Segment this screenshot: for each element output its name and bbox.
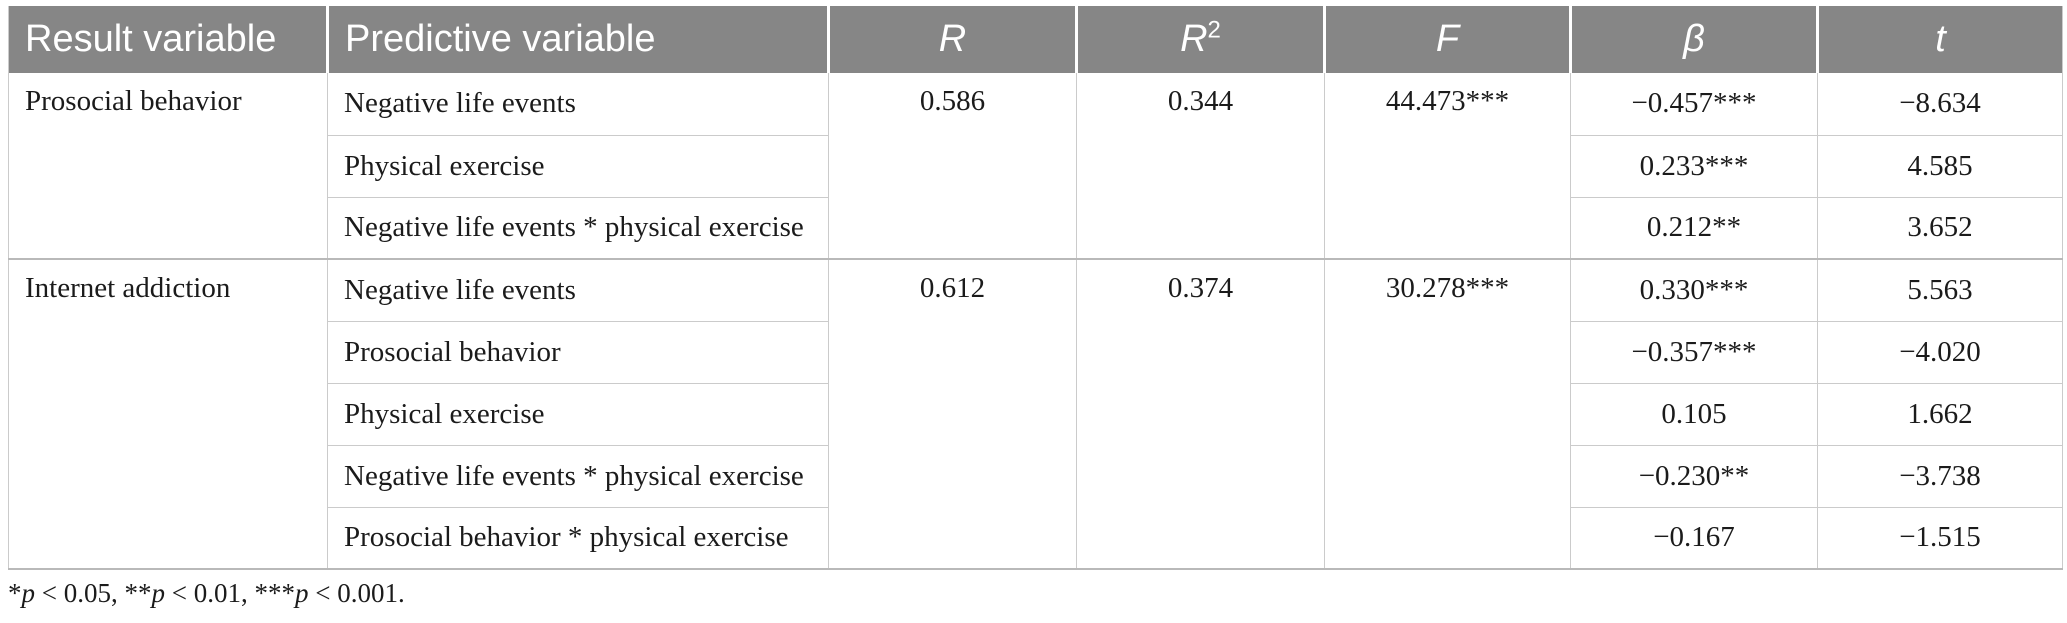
footnote-p: p <box>21 578 36 608</box>
f-value-cell: 44.473*** <box>1324 73 1571 260</box>
t-value-cell: 5.563 <box>1817 259 2063 322</box>
predictive-variable-cell: Negative life events <box>327 73 829 136</box>
result-variable-cell: Internet addiction <box>8 259 328 570</box>
predictive-variable-cell: Prosocial behavior * physical exercise <box>327 507 829 570</box>
f-value-cell: 30.278*** <box>1324 259 1571 570</box>
table-row: Prosocial behavior −0.357*** −4.020 <box>9 321 2063 384</box>
footnote-text: < 0.01, <box>164 578 255 608</box>
predictive-variable-cell: Physical exercise <box>327 383 829 446</box>
beta-value-cell: −0.457*** <box>1570 73 1818 136</box>
header-cell-f: F <box>1323 6 1571 73</box>
r2-value-cell: 0.344 <box>1076 73 1325 260</box>
result-variable-cell: Prosocial behavior <box>8 73 328 260</box>
header-cell--: β <box>1569 6 1818 73</box>
t-value-cell: −3.738 <box>1817 445 2063 508</box>
predictive-variable-cell: Negative life events * physical exercise <box>327 445 829 508</box>
predictive-variable-cell: Negative life events * physical exercise <box>327 197 829 260</box>
table-row: Internet addiction Negative life events 0.… <box>8 259 2063 570</box>
significance-footnote: *p < 0.05, **p < 0.01, ***p < 0.001. <box>8 578 405 609</box>
beta-value-cell: 0.105 <box>1570 383 1818 446</box>
t-value-cell: 3.652 <box>1817 197 2063 260</box>
header-cell-result-variable: Result variable <box>8 6 328 73</box>
beta-value-cell: 0.233*** <box>1570 135 1818 198</box>
beta-value-cell: −0.230** <box>1570 445 1818 508</box>
r2-value-cell: 0.374 <box>1076 259 1325 570</box>
beta-value-cell: −0.167 <box>1570 507 1818 570</box>
table-body: Prosocial behavior Negative life events 0.… <box>8 73 2063 570</box>
t-value-cell: 4.585 <box>1817 135 2063 198</box>
footnote-text: < 0.05, <box>35 578 125 608</box>
t-value-cell: −8.634 <box>1817 73 2063 136</box>
footnote-text: < 0.001. <box>308 578 405 608</box>
footnote-p: p <box>151 578 165 608</box>
t-value-cell: −1.515 <box>1817 507 2063 570</box>
predictive-variable-cell: Negative life events <box>327 259 829 322</box>
predictive-variable-cell: Prosocial behavior <box>327 321 829 384</box>
footnote-text: * <box>8 578 22 608</box>
t-value-cell: 1.662 <box>1817 383 2063 446</box>
beta-value-cell: 0.330*** <box>1570 259 1818 322</box>
footnote-p: p <box>294 578 309 608</box>
header-cell-r: R <box>827 6 1077 73</box>
table-row: Negative life events * physical exercise… <box>9 445 2063 508</box>
r-value-cell: 0.612 <box>828 259 1077 570</box>
header-cell-r2: R2 <box>1075 6 1325 73</box>
beta-value-cell: 0.212** <box>1570 197 1818 260</box>
table-row: Physical exercise 0.105 1.662 <box>9 383 2063 446</box>
table-row: Negative life events * physical exercise… <box>9 197 2063 260</box>
header-cell-t: t <box>1816 6 2063 73</box>
table-row: Prosocial behavior Negative life events 0.… <box>8 73 2063 260</box>
beta-value-cell: −0.357*** <box>1570 321 1818 384</box>
footnote-text: *** <box>254 578 295 608</box>
r-value-cell: 0.586 <box>828 73 1077 260</box>
header-cell-predictive-variable: Predictive variable <box>326 6 829 73</box>
table-row: Prosocial behavior * physical exercise −0… <box>9 507 2063 570</box>
predictive-variable-cell: Physical exercise <box>327 135 829 198</box>
footnote-text: ** <box>124 578 152 608</box>
table-row: Physical exercise 0.233*** 4.585 <box>9 135 2063 198</box>
t-value-cell: −4.020 <box>1817 321 2063 384</box>
